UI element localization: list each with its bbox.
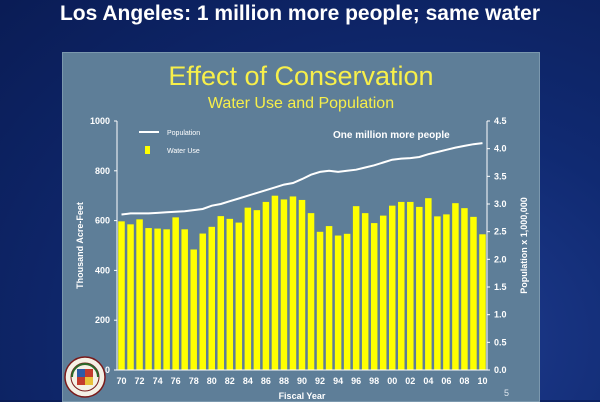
x-tick-label: 04 bbox=[423, 376, 433, 386]
y2-axis-title: Population x 1,000,000 bbox=[519, 197, 529, 294]
chart-plot: 020040060080010000.00.51.01.52.02.53.03.… bbox=[75, 116, 529, 401]
water-use-bar bbox=[379, 215, 387, 370]
water-use-bar bbox=[181, 229, 188, 370]
water-use-bar bbox=[127, 224, 134, 370]
water-use-bar bbox=[226, 218, 234, 370]
y2-tick-label: 4.5 bbox=[494, 116, 507, 126]
water-use-bar bbox=[343, 233, 351, 370]
x-tick-label: 72 bbox=[135, 376, 145, 386]
x-tick-label: 88 bbox=[279, 376, 289, 386]
water-use-bar bbox=[199, 233, 206, 370]
water-use-bar bbox=[334, 235, 342, 370]
x-tick-label: 74 bbox=[153, 376, 163, 386]
x-tick-label: 02 bbox=[405, 376, 415, 386]
page-number: 5 bbox=[504, 388, 510, 398]
water-use-bar bbox=[244, 207, 252, 370]
los-angeles-city-seal-icon bbox=[64, 356, 106, 398]
y-tick-label: 1000 bbox=[90, 116, 110, 126]
water-use-bar bbox=[271, 195, 279, 370]
water-use-bar bbox=[398, 201, 405, 370]
water-use-bar bbox=[461, 208, 468, 370]
water-use-bar bbox=[443, 214, 450, 370]
y2-tick-label: 3.0 bbox=[494, 199, 507, 209]
water-use-bar bbox=[208, 226, 216, 370]
water-use-bar bbox=[452, 203, 459, 370]
x-tick-label: 94 bbox=[333, 376, 343, 386]
x-tick-label: 78 bbox=[189, 376, 199, 386]
x-axis-title: Fiscal Year bbox=[279, 391, 326, 401]
y2-tick-label: 0.0 bbox=[494, 365, 507, 375]
legend-label-population: Population bbox=[167, 130, 200, 137]
x-tick-label: 84 bbox=[243, 376, 253, 386]
y-tick-label: 200 bbox=[95, 315, 110, 325]
y-tick-label: 0 bbox=[105, 365, 110, 375]
water-use-bar bbox=[235, 222, 243, 370]
y2-tick-label: 3.5 bbox=[494, 171, 507, 181]
water-use-bar bbox=[172, 217, 179, 370]
water-use-bar bbox=[163, 229, 170, 370]
water-use-bar bbox=[118, 221, 125, 370]
water-use-bar bbox=[307, 213, 315, 370]
y-tick-label: 600 bbox=[95, 216, 110, 226]
legend-label-water-use: Water Use bbox=[167, 148, 200, 155]
y2-tick-label: 1.5 bbox=[494, 282, 507, 292]
chart-panel: Effect of Conservation Water Use and Pop… bbox=[62, 52, 540, 402]
y2-tick-label: 2.5 bbox=[494, 227, 507, 237]
water-use-bar bbox=[253, 210, 261, 370]
slide-title: Los Angeles: 1 million more people; same… bbox=[59, 2, 541, 25]
water-use-bar bbox=[262, 201, 270, 370]
x-tick-label: 00 bbox=[387, 376, 397, 386]
y-tick-label: 800 bbox=[95, 166, 110, 176]
y-tick-label: 400 bbox=[95, 265, 110, 275]
water-use-bar bbox=[416, 206, 423, 370]
chart-subtitle: Water Use and Population bbox=[207, 95, 395, 112]
chart-title: Effect of Conservation bbox=[168, 61, 434, 91]
water-use-bar bbox=[298, 199, 306, 370]
water-use-bar bbox=[289, 196, 297, 370]
chart-annotation: One million more people bbox=[333, 130, 450, 141]
water-use-bar bbox=[352, 206, 360, 370]
water-use-bar bbox=[190, 249, 197, 370]
y2-tick-label: 2.0 bbox=[494, 254, 507, 264]
water-use-bar bbox=[145, 228, 152, 370]
x-tick-label: 86 bbox=[261, 376, 271, 386]
x-tick-label: 96 bbox=[351, 376, 361, 386]
x-tick-label: 76 bbox=[171, 376, 181, 386]
y2-tick-label: 0.5 bbox=[494, 337, 507, 347]
x-tick-label: 80 bbox=[207, 376, 217, 386]
water-use-bar bbox=[434, 216, 441, 370]
water-use-bar bbox=[361, 213, 369, 370]
y2-tick-label: 4.0 bbox=[494, 144, 507, 154]
x-tick-label: 70 bbox=[117, 376, 127, 386]
water-use-bar bbox=[388, 205, 396, 370]
water-use-bar bbox=[407, 201, 414, 370]
x-tick-label: 06 bbox=[441, 376, 451, 386]
water-use-bar bbox=[136, 219, 143, 370]
population-line bbox=[121, 142, 483, 216]
water-use-bar bbox=[325, 226, 333, 370]
x-tick-label: 90 bbox=[297, 376, 307, 386]
x-tick-label: 08 bbox=[459, 376, 469, 386]
x-tick-label: 98 bbox=[369, 376, 379, 386]
water-use-bar bbox=[370, 223, 378, 370]
x-tick-label: 92 bbox=[315, 376, 325, 386]
water-use-bar bbox=[479, 234, 486, 370]
water-use-bar bbox=[217, 216, 225, 370]
x-tick-label: 82 bbox=[225, 376, 235, 386]
legend-bar-swatch bbox=[145, 146, 150, 154]
x-tick-label: 10 bbox=[477, 376, 487, 386]
water-use-bar bbox=[425, 198, 432, 370]
water-use-bar bbox=[154, 228, 161, 370]
water-use-bar bbox=[470, 216, 477, 370]
y-axis-title: Thousand Acre-Feet bbox=[75, 202, 85, 289]
water-use-bar bbox=[280, 199, 288, 370]
y2-tick-label: 1.0 bbox=[494, 310, 507, 320]
water-use-bar bbox=[316, 231, 324, 370]
